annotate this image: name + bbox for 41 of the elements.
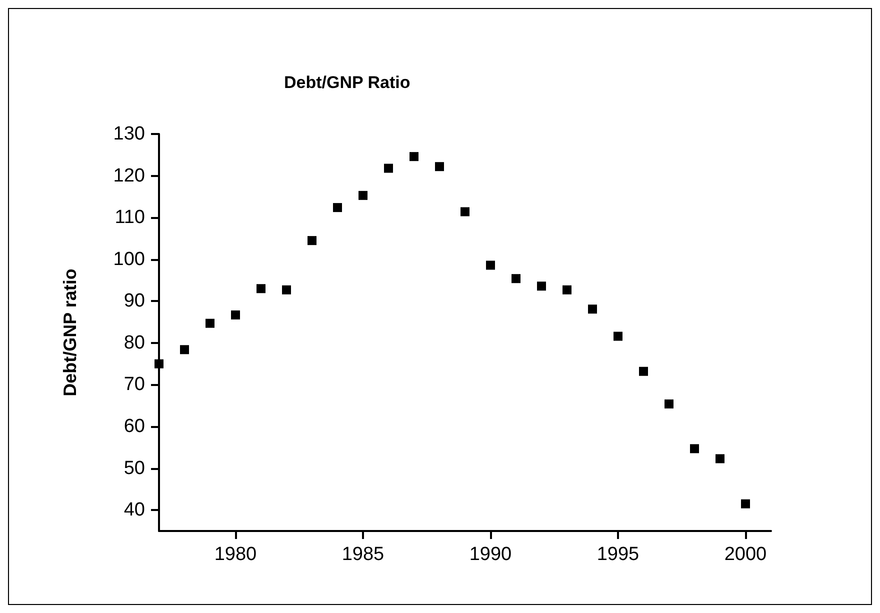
point <box>512 274 520 284</box>
chart-title: Debt/GNP Ratio <box>284 73 410 92</box>
point <box>639 366 648 376</box>
point <box>486 260 495 270</box>
y-tick-label: 50 <box>124 458 145 479</box>
y-tick-label: 60 <box>124 416 145 438</box>
y-tick-label: 120 <box>113 165 145 186</box>
point <box>180 345 189 354</box>
point <box>435 162 444 172</box>
y-tick-label: 70 <box>124 374 145 396</box>
point <box>410 152 418 162</box>
point <box>741 499 750 508</box>
point <box>308 236 316 246</box>
point <box>231 310 240 320</box>
y-axis-title: Debt/GNP ratio <box>60 268 80 396</box>
y-tick-label: 90 <box>124 290 145 312</box>
point <box>256 284 266 294</box>
y-tick-label: 80 <box>124 332 145 354</box>
y-tick-label: 130 <box>113 124 145 144</box>
point <box>154 359 164 368</box>
point <box>716 454 724 464</box>
x-tick-label: 1980 <box>214 544 257 565</box>
point <box>690 444 699 454</box>
x-tick-label: 1990 <box>469 544 512 565</box>
point <box>358 190 368 200</box>
point <box>664 399 674 408</box>
x-tick-label: 1985 <box>342 544 384 565</box>
point <box>562 285 572 294</box>
x-tick-label: 1995 <box>596 544 640 565</box>
point <box>614 332 622 341</box>
point <box>333 203 342 212</box>
y-tick-label: 100 <box>113 248 145 270</box>
point <box>282 285 291 294</box>
x-tick-label: 2000 <box>724 544 767 565</box>
y-tick-label: 40 <box>124 500 145 521</box>
point <box>588 304 597 314</box>
point <box>206 318 214 328</box>
y-tick-label: 110 <box>114 207 145 228</box>
point <box>384 164 393 173</box>
point <box>537 282 546 291</box>
point <box>460 207 470 216</box>
